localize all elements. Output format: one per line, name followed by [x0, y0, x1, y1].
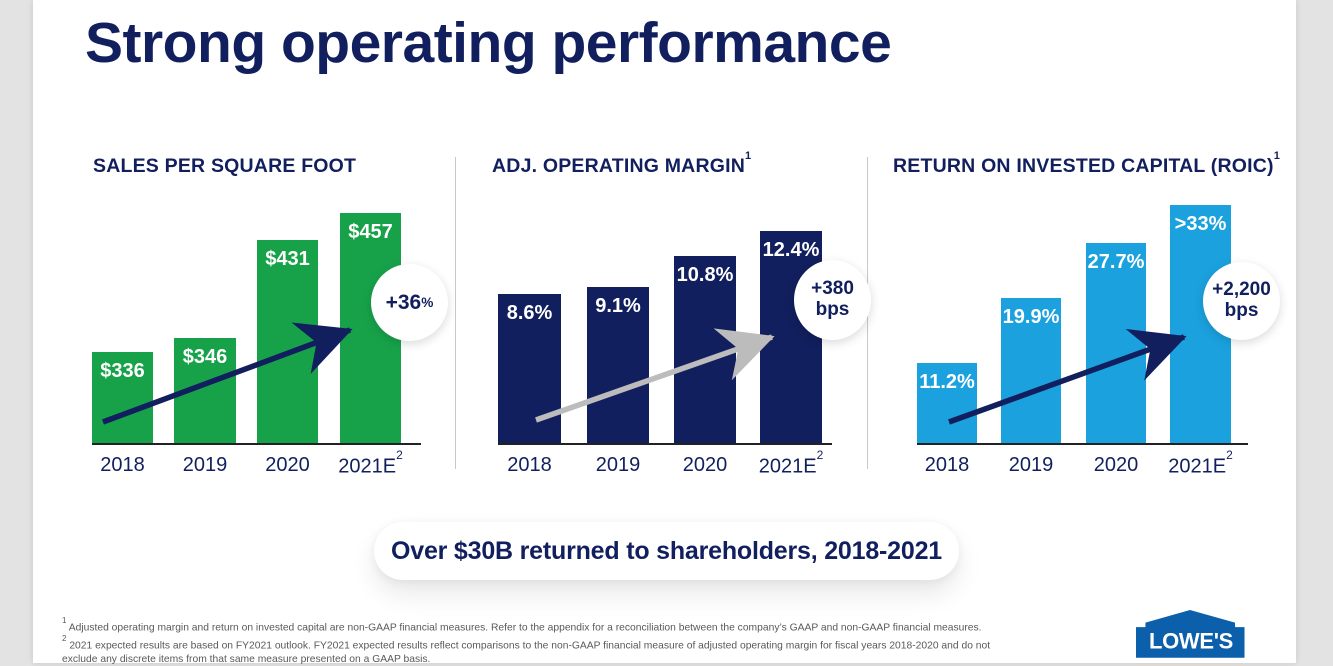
svg-text:LOWE'S: LOWE'S [1149, 629, 1233, 654]
